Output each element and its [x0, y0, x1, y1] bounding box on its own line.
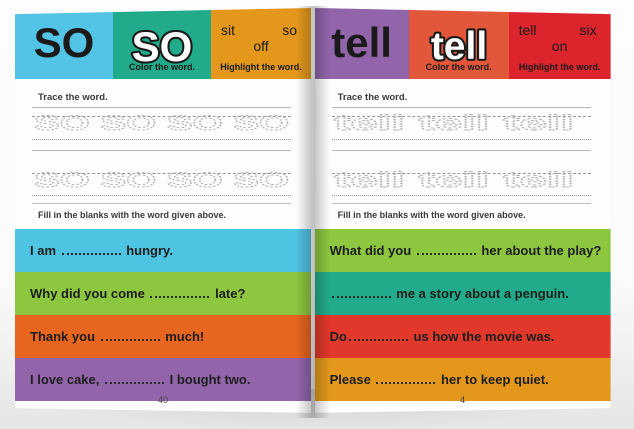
- svg-text:tell tell tell: tell tell tell: [334, 112, 574, 135]
- svg-text:SO SO SO SO: SO SO SO SO: [34, 169, 289, 192]
- svg-text:SO SO SO SO: SO SO SO SO: [34, 112, 289, 135]
- svg-text:tell tell tell: tell tell tell: [334, 169, 574, 192]
